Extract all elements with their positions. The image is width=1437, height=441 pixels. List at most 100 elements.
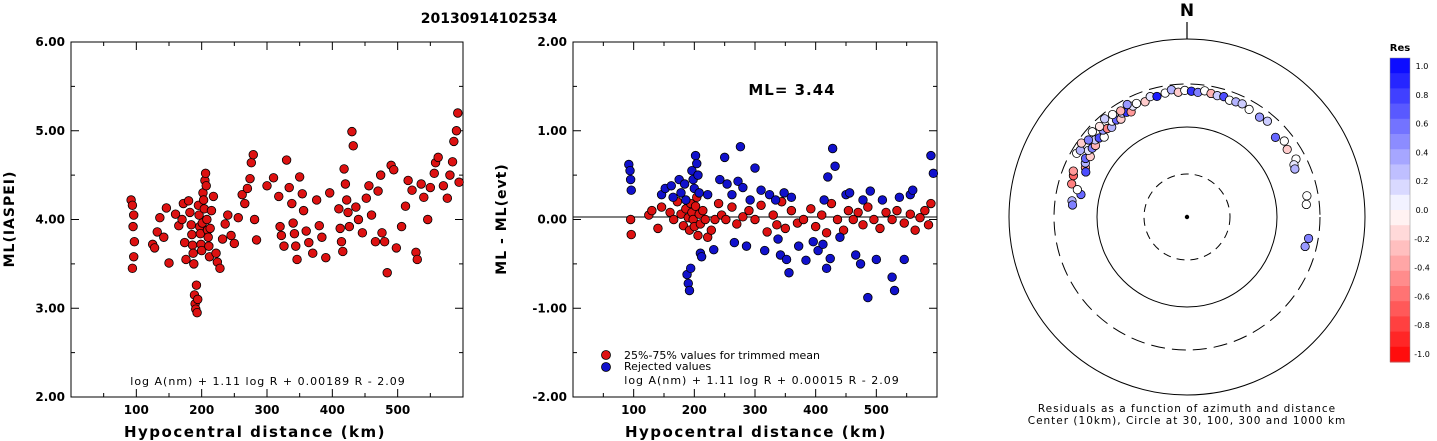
ml-annotation: ML= 3.44 bbox=[748, 81, 835, 99]
legend-marker-trimmed bbox=[601, 350, 611, 360]
data-point bbox=[249, 214, 260, 225]
colorbar-swatch bbox=[1390, 149, 1410, 165]
data-point bbox=[248, 150, 258, 160]
data-point bbox=[915, 213, 925, 223]
colorbar-tick-label: 0.0 bbox=[1416, 206, 1429, 215]
data-point bbox=[773, 234, 783, 244]
data-point bbox=[229, 238, 240, 249]
data-point bbox=[825, 253, 835, 264]
data-point bbox=[781, 254, 792, 265]
data-point bbox=[161, 203, 172, 213]
data-point bbox=[177, 214, 187, 225]
colorbar-swatch bbox=[1390, 58, 1410, 74]
data-point bbox=[926, 150, 936, 161]
data-points bbox=[126, 108, 464, 318]
data-point bbox=[738, 212, 748, 222]
data-point bbox=[187, 240, 198, 250]
colorbar: Res 1.0 0.8 0.6 0.4 0.2 0.0 -0.2 -0.4 -0.6 -0.8 -1… bbox=[1389, 43, 1430, 363]
y-tick-label: 2.00 bbox=[35, 390, 65, 404]
legend-label-trimmed: 25%-75% values for trimmed mean bbox=[624, 349, 820, 362]
data-point bbox=[721, 214, 731, 225]
data-point bbox=[217, 234, 228, 244]
data-point bbox=[821, 228, 832, 238]
data-point bbox=[851, 250, 861, 260]
data-point bbox=[693, 230, 703, 241]
colorbar-swatch bbox=[1390, 210, 1410, 226]
data-point bbox=[920, 205, 930, 216]
y-tick-label: -2.00 bbox=[532, 390, 567, 404]
data-point bbox=[653, 223, 663, 234]
y-tick-label: 2.00 bbox=[537, 35, 567, 49]
data-point bbox=[690, 150, 701, 161]
data-point bbox=[760, 245, 770, 256]
data-point bbox=[810, 221, 821, 232]
data-point bbox=[208, 191, 219, 202]
data-point bbox=[706, 225, 717, 235]
data-point bbox=[768, 210, 778, 220]
data-point bbox=[684, 285, 695, 296]
x-tick-label: 100 bbox=[124, 403, 149, 417]
data-point bbox=[887, 214, 897, 225]
data-point bbox=[858, 195, 868, 205]
data-point bbox=[425, 182, 436, 193]
residual-point bbox=[1122, 99, 1132, 110]
colorbar-swatch bbox=[1390, 316, 1410, 333]
center-dot bbox=[1184, 214, 1190, 220]
data-point bbox=[710, 214, 720, 225]
data-point bbox=[793, 241, 804, 251]
data-point bbox=[690, 201, 701, 211]
data-point bbox=[780, 223, 791, 234]
data-point bbox=[647, 205, 657, 216]
data-point bbox=[373, 186, 383, 196]
data-point bbox=[626, 229, 636, 240]
data-point bbox=[155, 213, 165, 223]
data-point bbox=[625, 165, 635, 176]
data-point bbox=[281, 155, 292, 165]
data-point bbox=[201, 181, 211, 191]
residual-point bbox=[1068, 166, 1078, 176]
data-point bbox=[206, 205, 217, 216]
residual-point bbox=[1131, 98, 1142, 109]
data-point bbox=[304, 237, 314, 248]
colorbar-swatch bbox=[1390, 331, 1410, 348]
data-point bbox=[832, 214, 843, 225]
x-tick-label: 400 bbox=[320, 403, 345, 417]
data-point bbox=[275, 221, 285, 232]
plot-frame bbox=[70, 41, 464, 398]
data-point bbox=[347, 126, 357, 137]
x-tick-label: 500 bbox=[864, 403, 889, 417]
data-point bbox=[183, 196, 194, 206]
data-point bbox=[808, 236, 818, 247]
data-point bbox=[191, 280, 202, 290]
data-point bbox=[698, 205, 708, 216]
data-point bbox=[353, 214, 364, 225]
data-point bbox=[274, 191, 284, 202]
data-point bbox=[284, 182, 294, 193]
data-point bbox=[798, 214, 809, 225]
data-point bbox=[668, 192, 678, 203]
colorbar-frame bbox=[1389, 57, 1411, 363]
data-point bbox=[226, 230, 236, 241]
colorbar-tick-label: 1.0 bbox=[1416, 62, 1429, 71]
data-point bbox=[338, 246, 348, 257]
colorbar-swatch bbox=[1390, 270, 1410, 287]
data-point bbox=[848, 214, 858, 225]
y-axis-label: ML(IASPEI) bbox=[2, 171, 18, 268]
circle-300km bbox=[1053, 83, 1321, 351]
data-point bbox=[348, 141, 358, 151]
data-point bbox=[844, 188, 855, 198]
data-point bbox=[666, 181, 676, 191]
data-point bbox=[246, 157, 257, 168]
data-point bbox=[211, 248, 221, 258]
data-point bbox=[438, 181, 449, 191]
data-point bbox=[294, 172, 305, 182]
residual-point bbox=[1254, 112, 1265, 122]
data-point bbox=[379, 236, 390, 247]
data-point bbox=[445, 170, 455, 180]
data-point bbox=[823, 172, 833, 182]
data-point bbox=[923, 220, 934, 230]
circle-30km bbox=[1143, 173, 1231, 261]
data-point bbox=[187, 229, 197, 240]
data-point bbox=[351, 202, 361, 212]
data-point bbox=[127, 263, 138, 274]
